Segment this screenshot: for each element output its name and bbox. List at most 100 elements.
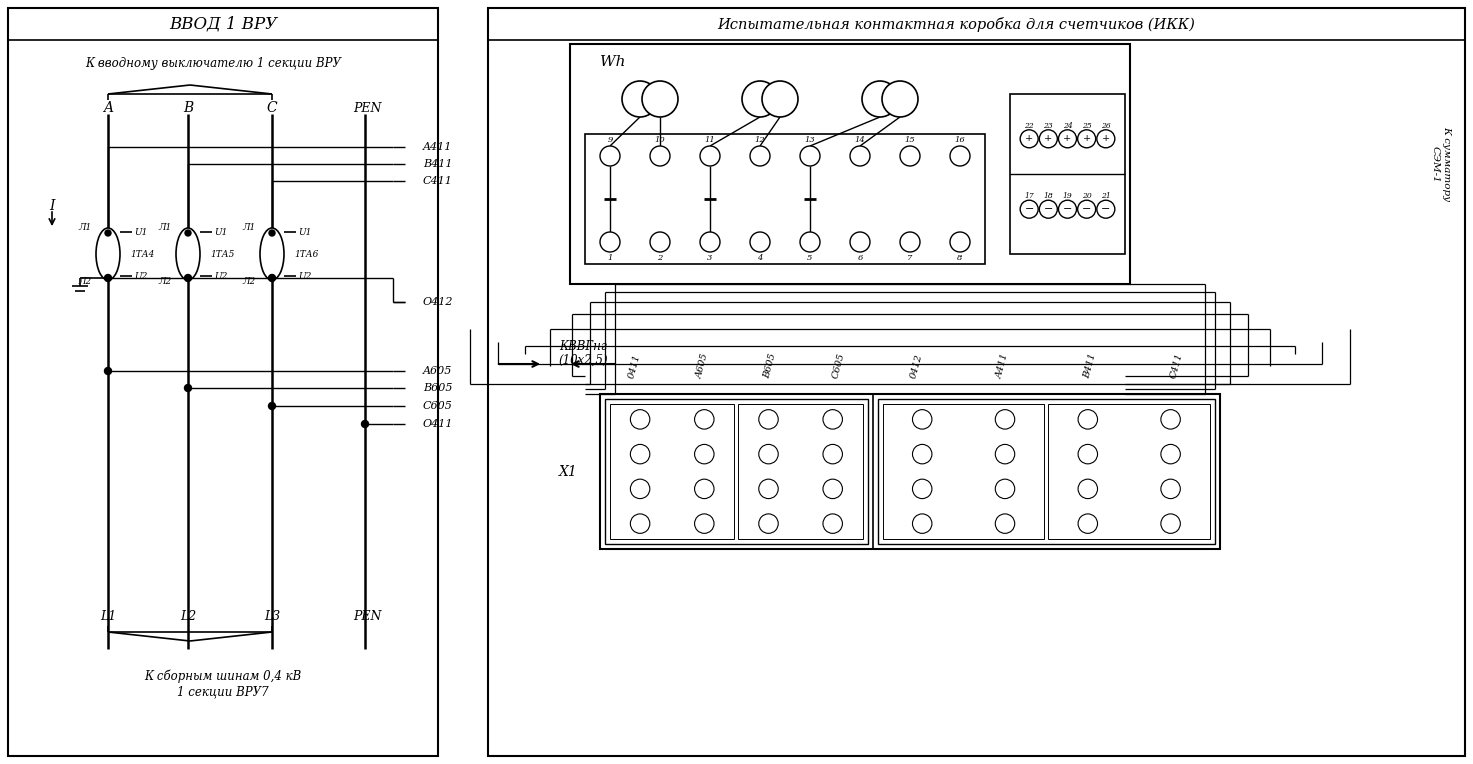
Text: 13: 13 — [804, 136, 816, 144]
Text: A411: A411 — [423, 142, 452, 152]
Text: (10х2,5): (10х2,5) — [558, 354, 608, 367]
Text: U1: U1 — [134, 228, 147, 237]
Circle shape — [800, 232, 820, 252]
Text: C: C — [267, 101, 277, 115]
Bar — [585, 134, 985, 264]
Text: A411: A411 — [996, 352, 1010, 380]
Bar — [570, 44, 1130, 284]
Text: Л1: Л1 — [159, 222, 172, 231]
Circle shape — [600, 146, 620, 166]
Text: A605: A605 — [423, 366, 452, 376]
Circle shape — [105, 274, 112, 281]
Text: I: I — [49, 199, 55, 213]
Text: 14: 14 — [854, 136, 865, 144]
Bar — [882, 404, 1044, 539]
Text: Л2: Л2 — [243, 277, 256, 286]
Circle shape — [900, 146, 921, 166]
Text: −: − — [1064, 204, 1072, 214]
Text: К сборным шинам 0,4 кВ: К сборным шинам 0,4 кВ — [144, 669, 302, 683]
Text: −: − — [1025, 204, 1034, 214]
Circle shape — [862, 81, 899, 117]
Text: B605: B605 — [423, 383, 452, 393]
Circle shape — [642, 81, 678, 117]
Circle shape — [823, 514, 843, 533]
Circle shape — [823, 410, 843, 429]
Text: Л2: Л2 — [159, 277, 172, 286]
Text: 16: 16 — [955, 136, 965, 144]
Circle shape — [695, 479, 714, 499]
Text: 3: 3 — [707, 254, 713, 262]
Circle shape — [630, 410, 650, 429]
Text: 1ТА6: 1ТА6 — [295, 250, 320, 258]
Circle shape — [268, 274, 275, 281]
Circle shape — [650, 232, 670, 252]
Text: 2: 2 — [657, 254, 663, 262]
Text: B411: B411 — [423, 159, 452, 169]
Circle shape — [882, 81, 918, 117]
Circle shape — [1078, 445, 1097, 464]
Circle shape — [1021, 130, 1038, 147]
Text: 0411: 0411 — [626, 353, 642, 379]
Bar — [738, 404, 863, 539]
Circle shape — [759, 514, 778, 533]
Text: 18: 18 — [1043, 193, 1053, 200]
Text: 1ТА4: 1ТА4 — [131, 250, 155, 258]
Text: 1: 1 — [607, 254, 613, 262]
Text: L1: L1 — [100, 610, 116, 623]
Circle shape — [950, 146, 971, 166]
Text: B411: B411 — [1083, 352, 1097, 380]
Text: 1 секции ВРУ7: 1 секции ВРУ7 — [177, 685, 268, 698]
Text: C605: C605 — [423, 401, 452, 411]
Text: C411: C411 — [1170, 352, 1184, 380]
Circle shape — [750, 232, 770, 252]
Text: +: + — [1083, 134, 1091, 144]
Circle shape — [695, 514, 714, 533]
Circle shape — [759, 445, 778, 464]
Text: C605: C605 — [831, 352, 847, 380]
Circle shape — [996, 445, 1015, 464]
Text: СЭМ-1: СЭМ-1 — [1430, 146, 1439, 183]
Circle shape — [695, 445, 714, 464]
Circle shape — [1021, 200, 1038, 219]
Text: 5: 5 — [807, 254, 813, 262]
Bar — [600, 394, 1220, 549]
Circle shape — [186, 230, 191, 236]
Circle shape — [361, 420, 368, 428]
Circle shape — [600, 232, 620, 252]
Bar — [605, 399, 868, 544]
Bar — [610, 404, 735, 539]
Text: 6: 6 — [857, 254, 863, 262]
Text: 12: 12 — [754, 136, 766, 144]
Circle shape — [1040, 130, 1058, 147]
Text: L3: L3 — [264, 610, 280, 623]
Circle shape — [1161, 479, 1180, 499]
Text: A605: A605 — [695, 352, 710, 380]
Circle shape — [1078, 130, 1096, 147]
Circle shape — [1059, 200, 1077, 219]
Circle shape — [1078, 479, 1097, 499]
Circle shape — [700, 232, 720, 252]
Text: C411: C411 — [423, 176, 452, 186]
Circle shape — [184, 274, 191, 281]
Text: 9: 9 — [607, 136, 613, 144]
Circle shape — [650, 146, 670, 166]
Text: К сумматору: К сумматору — [1442, 126, 1451, 202]
Circle shape — [1097, 130, 1115, 147]
Circle shape — [823, 445, 843, 464]
Circle shape — [900, 232, 921, 252]
Circle shape — [630, 479, 650, 499]
Text: 20: 20 — [1081, 193, 1091, 200]
Text: 25: 25 — [1081, 121, 1091, 130]
Circle shape — [912, 479, 932, 499]
Circle shape — [912, 410, 932, 429]
Circle shape — [750, 146, 770, 166]
Text: −: − — [1044, 204, 1053, 214]
Circle shape — [105, 230, 110, 236]
Circle shape — [1078, 200, 1096, 219]
Bar — [878, 399, 1215, 544]
Text: Л1: Л1 — [243, 222, 256, 231]
Circle shape — [912, 514, 932, 533]
Text: 26: 26 — [1100, 121, 1111, 130]
Text: 17: 17 — [1024, 193, 1034, 200]
Text: 11: 11 — [704, 136, 716, 144]
